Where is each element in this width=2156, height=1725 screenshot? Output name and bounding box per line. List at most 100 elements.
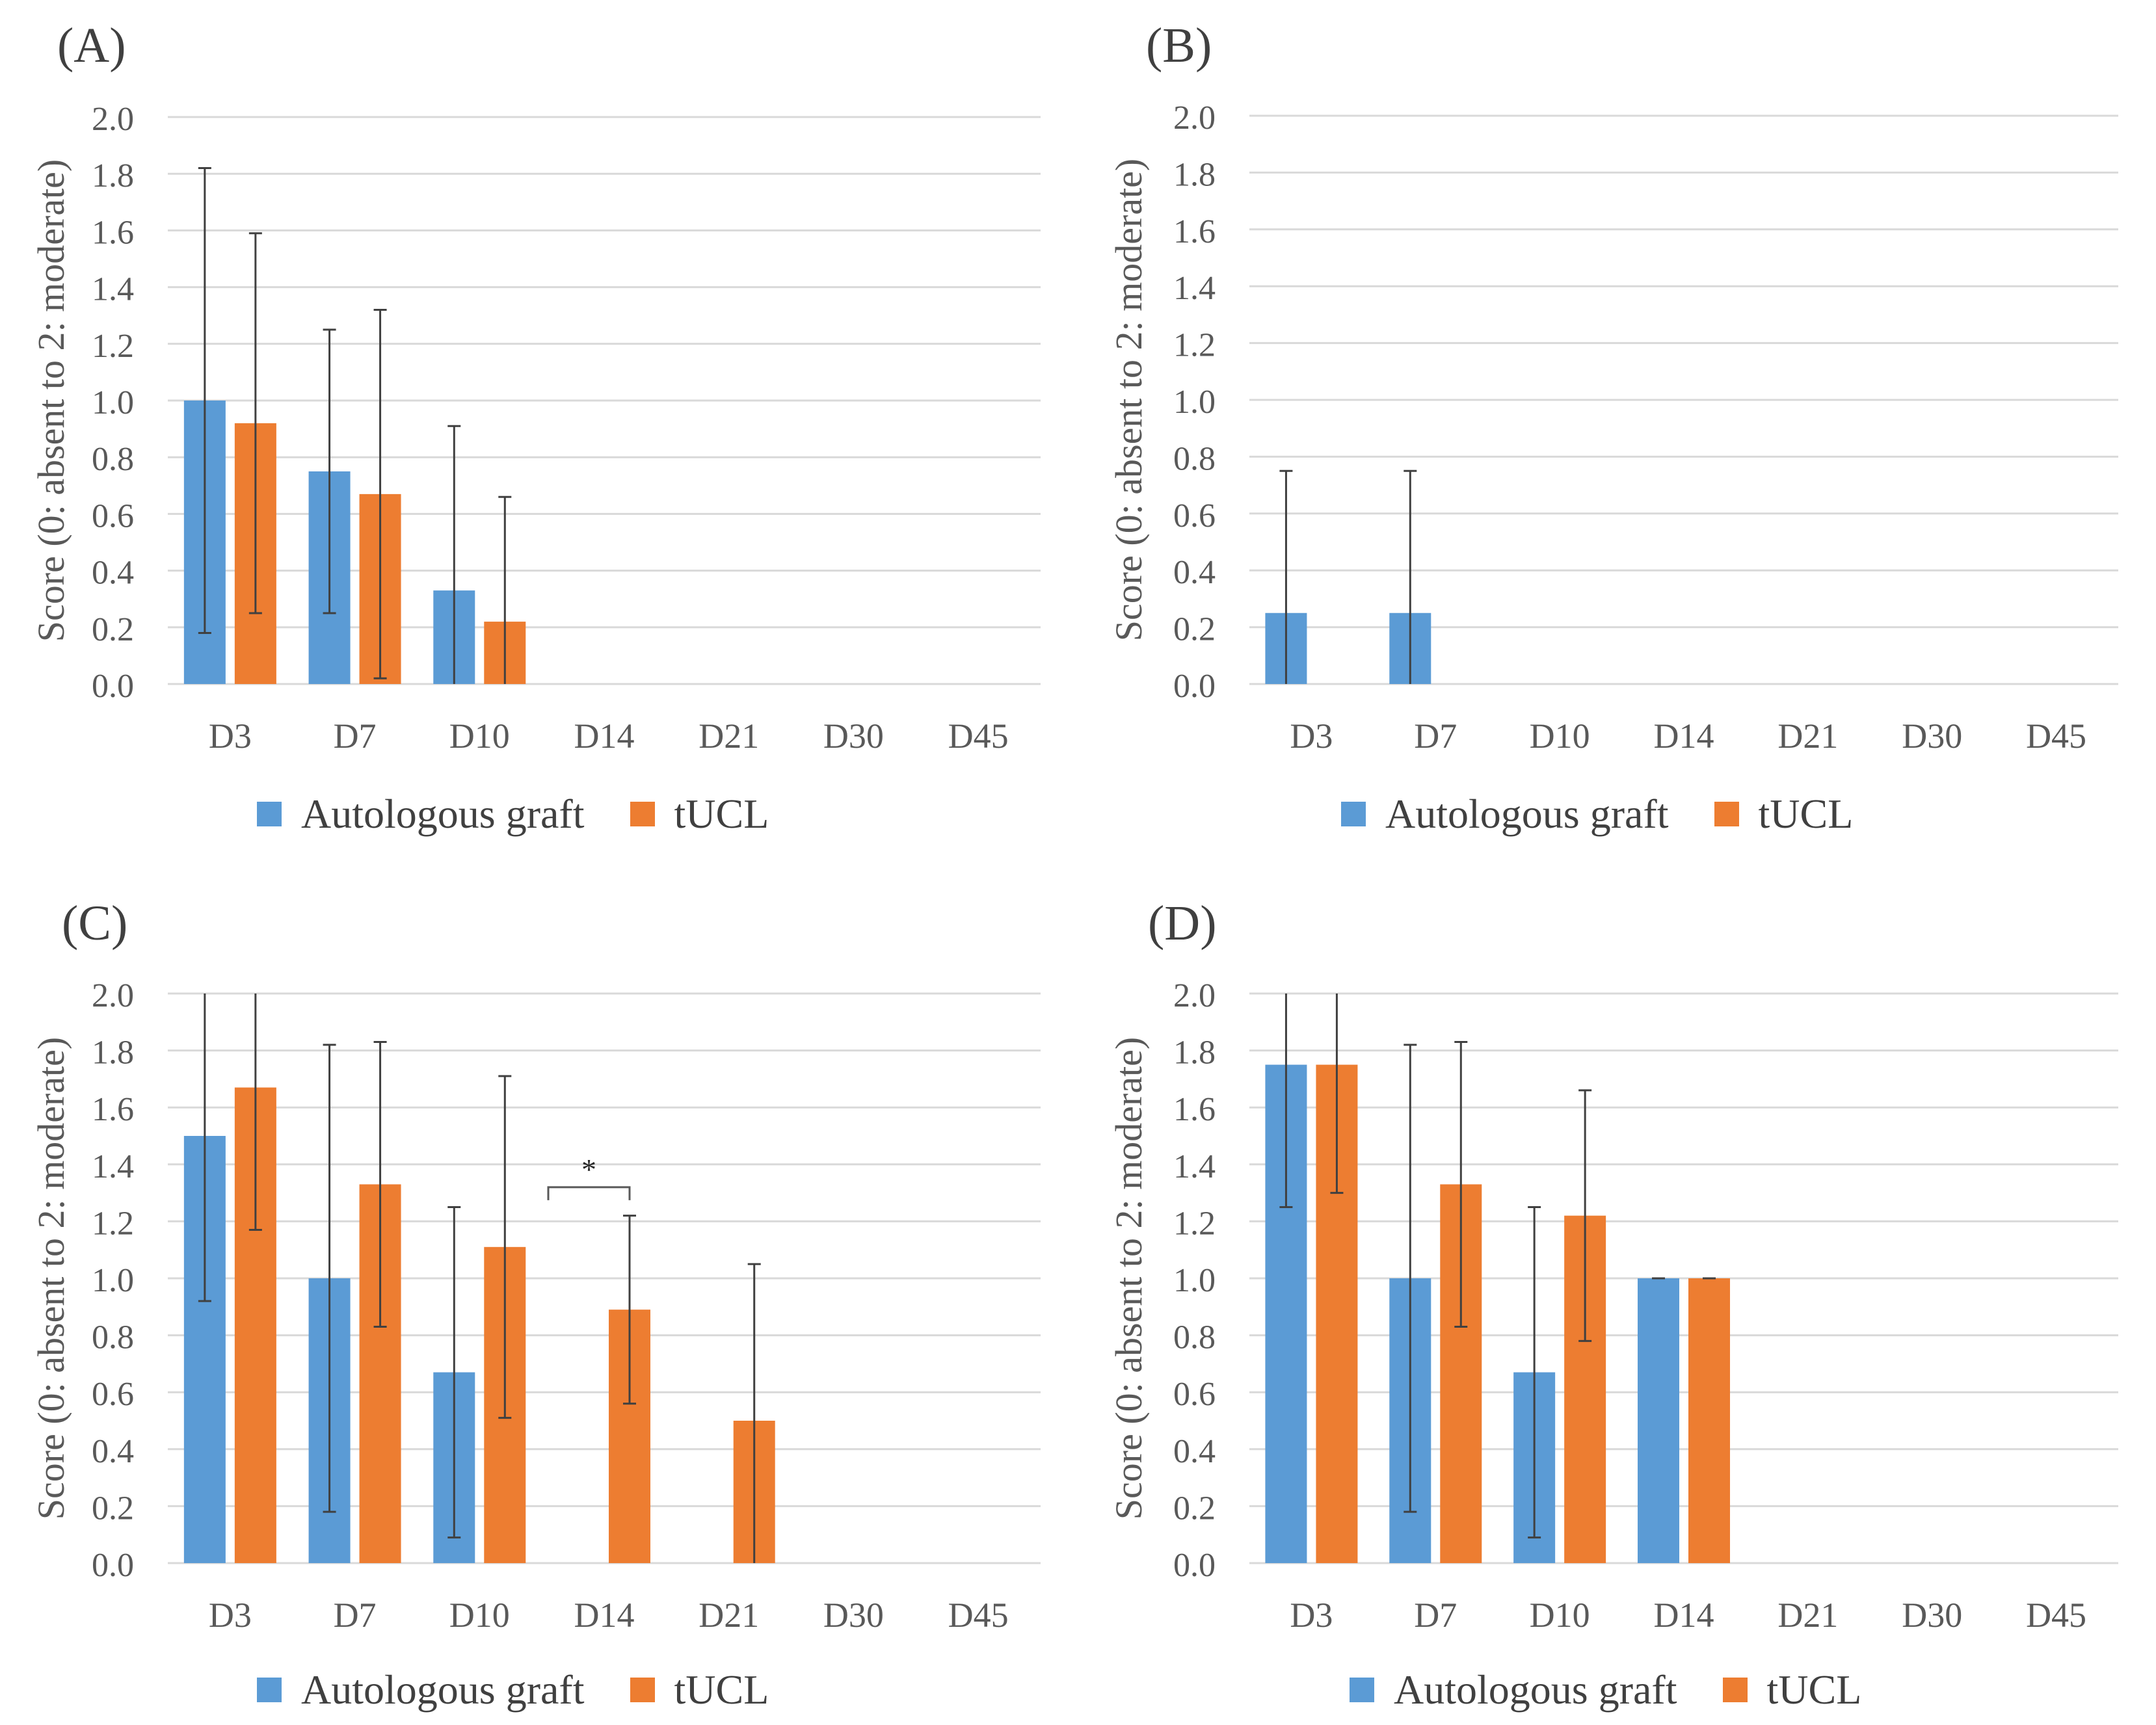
y-tick-label: 2.0: [1173, 99, 1216, 137]
y-tick-label: 1.0: [92, 1262, 134, 1299]
legend-label-autologous: Autologous graft: [301, 791, 585, 837]
x-tick-label: D10: [1530, 1596, 1590, 1635]
y-tick-label: 1.2: [1173, 1205, 1216, 1242]
legend: Autologous graft tUCL: [1341, 790, 1885, 838]
x-tick-label: D30: [823, 1596, 884, 1635]
x-tick-label: D14: [1654, 717, 1714, 756]
x-tick-label: D3: [1290, 717, 1333, 756]
legend-item-autologous: Autologous graft: [1350, 1666, 1677, 1714]
significance-bracket: [547, 1186, 631, 1200]
legend-item-tucl: tUCL: [630, 1666, 769, 1714]
legend-label-autologous: Autologous graft: [1394, 1666, 1677, 1713]
y-tick-label: 1.6: [92, 214, 134, 251]
chart-c: 0.0 0.2 0.4 0.6 0.8 1.0 1.2 1.4 1.6 1.8 2.0 Score (…: [30, 977, 1041, 1635]
x-tick-label: D45: [2026, 717, 2086, 756]
panel-label: (A): [57, 18, 126, 73]
legend-label-tucl: tUCL: [674, 791, 769, 837]
y-tick-label: 1.0: [92, 384, 134, 421]
legend-label-autologous: Autologous graft: [1385, 791, 1669, 837]
legend-item-tucl: tUCL: [1722, 1666, 1862, 1714]
x-tick-label: D30: [1902, 717, 1962, 756]
legend-swatch-autologous: [1341, 802, 1366, 826]
legend-item-tucl: tUCL: [1714, 790, 1854, 838]
y-tick-label: 0.8: [1173, 440, 1216, 477]
y-tick-label: 1.4: [92, 1148, 134, 1185]
y-tick-label: 1.8: [1173, 156, 1216, 193]
y-tick-label: 0.0: [92, 1547, 134, 1584]
x-tick-label: D7: [1414, 1596, 1457, 1635]
legend-item-autologous: Autologous graft: [1341, 790, 1669, 838]
y-tick-label: 1.0: [1173, 384, 1216, 421]
x-tick-label: D21: [699, 717, 759, 756]
legend-swatch-autologous: [257, 1678, 282, 1702]
y-tick-label: 1.4: [1173, 270, 1216, 307]
legend-label-tucl: tUCL: [1766, 1666, 1862, 1713]
y-tick-label: 0.0: [92, 668, 134, 705]
y-tick-label: 1.8: [92, 157, 134, 194]
x-tick-label: D3: [209, 1596, 252, 1635]
panel-c: (C) 0.0 0.2 0.4 0.6 0.8 1.0 1.2 1.4 1.6 1.8 2.0 Sco…: [0, 862, 1078, 1724]
x-tick-label: D45: [2026, 1596, 2086, 1635]
y-tick-label: 2.0: [92, 977, 134, 1014]
y-tick-label: 0.4: [92, 555, 134, 592]
y-tick-label: 0.4: [92, 1433, 134, 1470]
y-tick-label: 1.0: [1173, 1262, 1216, 1299]
x-tick-label: D7: [334, 1596, 377, 1635]
bar-autologous: [1638, 1278, 1679, 1563]
x-tick-label: D14: [574, 1596, 635, 1635]
chart-b: 0.0 0.2 0.4 0.6 0.8 1.0 1.2 1.4 1.6 1.8 2.0 Score (…: [1108, 99, 2118, 756]
x-tick-label: D21: [699, 1596, 759, 1635]
legend-item-tucl: tUCL: [630, 790, 769, 838]
legend-swatch-tucl: [630, 802, 655, 826]
x-tick-label: D7: [1414, 717, 1457, 756]
significance-star: *: [581, 1153, 596, 1186]
y-tick-label: 0.6: [1173, 1376, 1216, 1413]
bar-tucl: [1688, 1278, 1730, 1563]
y-tick-label: 0.4: [1173, 554, 1216, 591]
y-tick-label: 0.2: [92, 1490, 134, 1527]
y-axis-label: Score (0: absent to 2: moderate): [30, 1037, 72, 1520]
y-tick-label: 1.6: [1173, 213, 1216, 250]
y-tick-label: 0.0: [1173, 1547, 1216, 1584]
y-tick-label: 0.2: [1173, 1490, 1216, 1527]
panel-a: (A) 0.0 0.2 0.4 0.6 0.8 1.0 1.2 1.4 1.6 1.8 2.0 Sco…: [0, 0, 1078, 862]
legend-swatch-autologous: [257, 802, 282, 826]
panel-label: (C): [62, 896, 128, 951]
y-axis-label: Score (0: absent to 2: moderate): [30, 159, 72, 642]
x-tick-label: D10: [449, 1596, 510, 1635]
y-tick-label: 1.8: [1173, 1034, 1216, 1072]
y-axis-label: Score (0: absent to 2: moderate): [1108, 159, 1150, 641]
y-tick-label: 0.8: [92, 1319, 134, 1356]
x-tick-label: D14: [574, 717, 635, 756]
legend-label-tucl: tUCL: [674, 1666, 769, 1713]
y-tick-label: 1.2: [92, 1205, 134, 1242]
legend-label-autologous: Autologous graft: [301, 1666, 585, 1713]
y-tick-label: 0.6: [1173, 497, 1216, 534]
panel-b: (B) 0.0 0.2 0.4 0.6 0.8 1.0 1.2 1.4 1.6 1.8 2.0 Sco…: [1078, 0, 2155, 862]
y-tick-label: 1.6: [92, 1091, 134, 1128]
x-tick-label: D10: [1530, 717, 1590, 756]
y-axis-label: Score (0: absent to 2: moderate): [1108, 1037, 1150, 1520]
legend-label-tucl: tUCL: [1758, 791, 1854, 837]
x-tick-label: D21: [1777, 1596, 1838, 1635]
y-tick-label: 1.8: [92, 1034, 134, 1072]
y-tick-label: 1.2: [92, 328, 134, 365]
y-tick-label: 0.8: [1173, 1319, 1216, 1356]
legend-swatch-tucl: [1722, 1678, 1748, 1702]
y-tick-label: 1.4: [92, 271, 134, 308]
x-tick-label: D30: [1902, 1596, 1962, 1635]
x-tick-label: D3: [1290, 1596, 1333, 1635]
y-tick-label: 0.6: [92, 1376, 134, 1413]
y-tick-label: 0.8: [92, 441, 134, 478]
x-tick-label: D30: [823, 717, 884, 756]
legend-swatch-tucl: [1714, 802, 1739, 826]
panel-d: (D) 0.0 0.2 0.4 0.6 0.8 1.0 1.2 1.4 1.6 1.8 2.0 Sco…: [1078, 862, 2155, 1724]
y-tick-label: 0.2: [92, 611, 134, 648]
legend-item-autologous: Autologous graft: [257, 1666, 585, 1714]
x-tick-label: D21: [1777, 717, 1838, 756]
panel-label: (B): [1146, 18, 1212, 73]
y-tick-label: 0.0: [1173, 668, 1216, 705]
legend: Autologous graft tUCL: [257, 790, 801, 838]
panel-label: (D): [1148, 896, 1217, 951]
